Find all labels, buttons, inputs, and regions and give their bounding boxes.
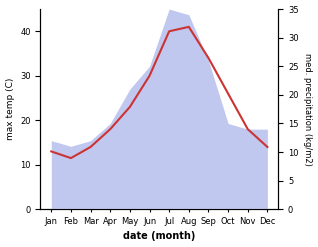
X-axis label: date (month): date (month) bbox=[123, 231, 196, 242]
Y-axis label: max temp (C): max temp (C) bbox=[5, 78, 15, 140]
Y-axis label: med. precipitation (kg/m2): med. precipitation (kg/m2) bbox=[303, 53, 313, 165]
